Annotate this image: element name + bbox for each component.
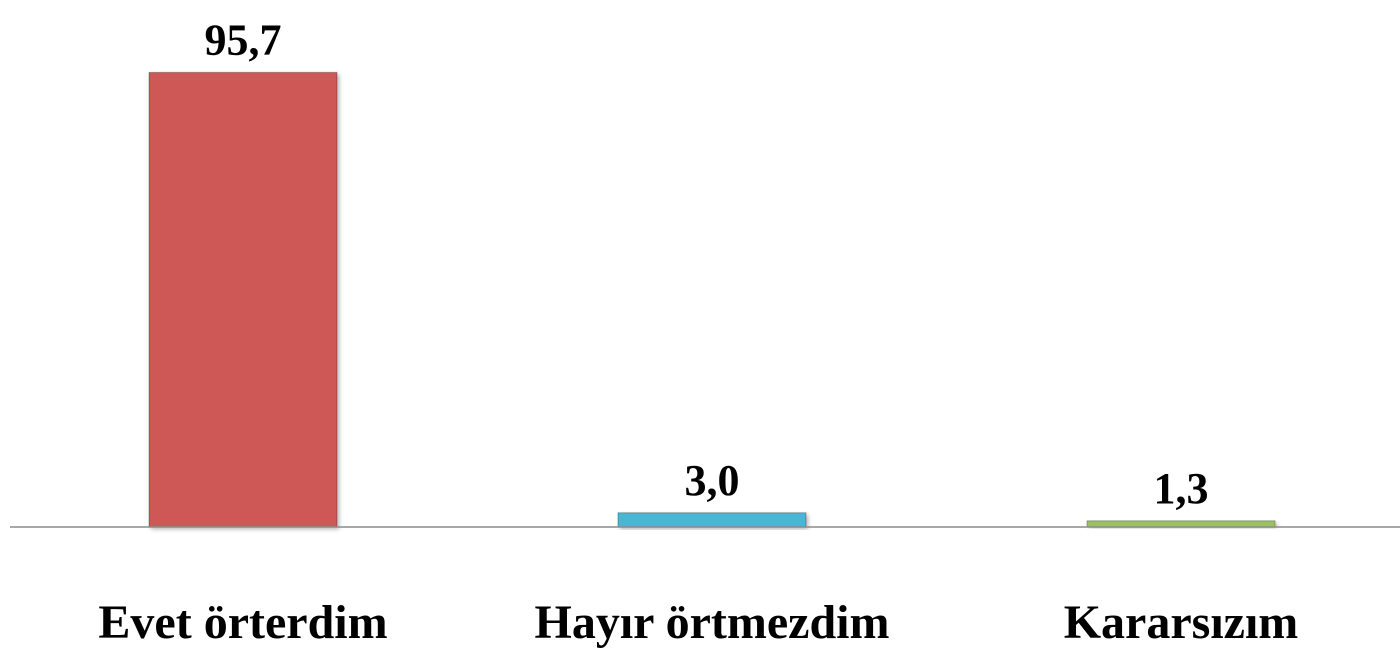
value-label: 1,3 xyxy=(1154,464,1209,513)
x-tick-label: Hayır örtmezdim xyxy=(534,596,889,649)
bar xyxy=(1086,520,1276,528)
x-tick-label: Evet örterdim xyxy=(98,596,387,649)
value-label: 95,7 xyxy=(205,15,282,64)
bar xyxy=(617,512,807,528)
value-label: 3,0 xyxy=(685,456,740,505)
bar xyxy=(148,71,338,528)
x-tick-label: Kararsızım xyxy=(1064,596,1299,649)
